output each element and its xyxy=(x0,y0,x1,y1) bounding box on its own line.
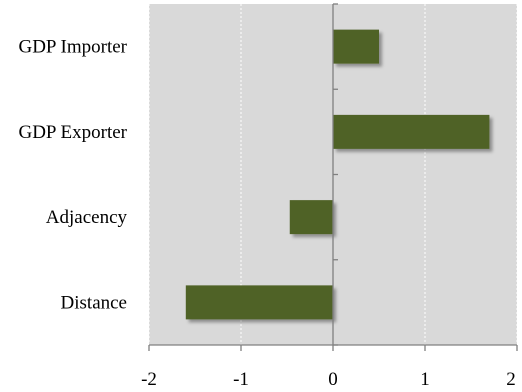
bars xyxy=(185,29,490,320)
category-label: GDP Importer xyxy=(18,37,127,58)
category-label: Distance xyxy=(61,292,127,313)
x-tick-label: 2 xyxy=(506,369,516,390)
x-tick-label: 1 xyxy=(420,369,430,390)
tick-labels: -2 -1 0 1 2 xyxy=(141,369,516,390)
x-tick-label: -1 xyxy=(233,369,249,390)
bar-gdp-exporter xyxy=(333,114,490,149)
axes xyxy=(148,3,518,351)
x-tick-label: 0 xyxy=(328,369,338,390)
bar-adjacency xyxy=(289,200,333,235)
category-labels: GDP Importer GDP Exporter Adjacency Distanc… xyxy=(18,37,127,314)
bar-distance xyxy=(185,285,333,320)
bar-gdp-importer xyxy=(333,29,379,64)
category-label: Adjacency xyxy=(46,207,128,228)
category-label: GDP Exporter xyxy=(18,122,127,143)
x-tick-label: -2 xyxy=(141,369,157,390)
